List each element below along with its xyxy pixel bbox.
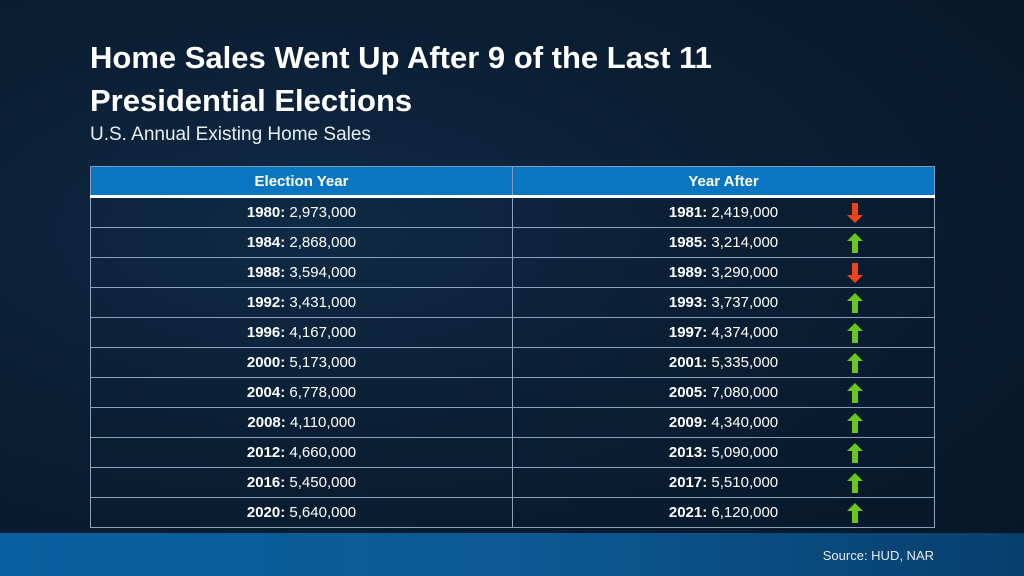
year-after-sales: 3,290,000 xyxy=(711,264,779,281)
year-after: 1981: xyxy=(668,204,708,221)
arrow-up-icon xyxy=(847,383,863,403)
arrow-down-icon xyxy=(847,263,863,283)
year-after-sales: 5,510,000 xyxy=(711,474,779,491)
table-row: 1992: 3,431,000 1993: 3,737,000 xyxy=(90,287,935,318)
year-after-cell: 1993: 3,737,000 xyxy=(512,287,935,318)
election-year-sales: 5,640,000 xyxy=(289,504,357,521)
year-after: 2001: xyxy=(668,354,708,371)
year-after-cell: 2005: 7,080,000 xyxy=(512,377,935,408)
year-after: 1985: xyxy=(668,234,708,251)
year-after: 2005: xyxy=(668,384,708,401)
election-year: 2016: xyxy=(246,474,286,491)
year-after-cell: 2001: 5,335,000 xyxy=(512,347,935,378)
election-year: 2020: xyxy=(246,504,286,521)
year-after-cell: 1997: 4,374,000 xyxy=(512,317,935,348)
election-year-cell: 1980: 2,973,000 xyxy=(90,196,513,228)
year-after-sales: 5,335,000 xyxy=(711,354,779,371)
header-election-year: Election Year xyxy=(90,166,513,198)
title-line-1: Home Sales Went Up After 9 of the Last 1… xyxy=(90,40,712,75)
election-year: 2000: xyxy=(246,354,286,371)
election-year: 1984: xyxy=(246,234,286,251)
year-after-sales: 4,340,000 xyxy=(711,414,779,431)
year-after: 2017: xyxy=(668,474,708,491)
election-year-cell: 1996: 4,167,000 xyxy=(90,317,513,348)
header-year-after: Year After xyxy=(512,166,935,198)
election-year: 1992: xyxy=(246,294,286,311)
election-year-cell: 2008: 4,110,000 xyxy=(90,407,513,438)
election-year-sales: 4,167,000 xyxy=(289,324,357,341)
table-row: 1980: 2,973,000 1981: 2,419,000 xyxy=(90,196,935,228)
election-year-cell: 2016: 5,450,000 xyxy=(90,467,513,498)
year-after-sales: 3,737,000 xyxy=(711,294,779,311)
year-after: 1989: xyxy=(668,264,708,281)
election-year-cell: 2004: 6,778,000 xyxy=(90,377,513,408)
year-after-cell: 2009: 4,340,000 xyxy=(512,407,935,438)
election-year: 1988: xyxy=(246,264,286,281)
election-year-cell: 1988: 3,594,000 xyxy=(90,257,513,288)
year-after-cell: 2013: 5,090,000 xyxy=(512,437,935,468)
election-year-sales: 6,778,000 xyxy=(289,384,357,401)
election-year: 2008: xyxy=(247,414,286,431)
election-year-sales: 4,660,000 xyxy=(289,444,357,461)
arrow-up-icon xyxy=(847,503,863,523)
page-title: Home Sales Went Up After 9 of the Last 1… xyxy=(90,36,890,122)
election-year-sales: 2,973,000 xyxy=(289,204,357,221)
source-note: Source: HUD, NAR xyxy=(822,548,934,563)
title-line-2: Presidential Elections xyxy=(90,83,413,118)
arrow-up-icon xyxy=(847,443,863,463)
election-year-cell: 2000: 5,173,000 xyxy=(90,347,513,378)
home-sales-table: Election Year Year After 1980: 2,973,000… xyxy=(90,166,935,528)
election-year: 1980: xyxy=(246,204,286,221)
year-after: 1993: xyxy=(668,294,708,311)
table-row: 2020: 5,640,000 2021: 6,120,000 xyxy=(90,497,935,528)
year-after-cell: 1989: 3,290,000 xyxy=(512,257,935,288)
subtitle: U.S. Annual Existing Home Sales xyxy=(90,124,371,145)
table-header-row: Election Year Year After xyxy=(90,166,935,198)
election-year-sales: 5,173,000 xyxy=(289,354,357,371)
year-after-cell: 1985: 3,214,000 xyxy=(512,227,935,258)
year-after: 1997: xyxy=(668,324,708,341)
election-year-cell: 2020: 5,640,000 xyxy=(90,497,513,528)
table-row: 2016: 5,450,000 2017: 5,510,000 xyxy=(90,467,935,498)
election-year-sales: 5,450,000 xyxy=(289,474,357,491)
year-after-sales: 6,120,000 xyxy=(711,504,779,521)
year-after: 2013: xyxy=(668,444,708,461)
election-year-cell: 2012: 4,660,000 xyxy=(90,437,513,468)
table-row: 2000: 5,173,000 2001: 5,335,000 xyxy=(90,347,935,378)
election-year: 2004: xyxy=(246,384,286,401)
table-row: 1984: 2,868,000 1985: 3,214,000 xyxy=(90,227,935,258)
year-after-sales: 3,214,000 xyxy=(711,234,779,251)
arrow-up-icon xyxy=(847,293,863,313)
table-row: 2004: 6,778,000 2005: 7,080,000 xyxy=(90,377,935,408)
election-year-cell: 1984: 2,868,000 xyxy=(90,227,513,258)
year-after-sales: 4,374,000 xyxy=(711,324,779,341)
election-year: 2012: xyxy=(246,444,286,461)
election-year-sales: 2,868,000 xyxy=(289,234,357,251)
election-year-sales: 3,431,000 xyxy=(289,294,357,311)
arrow-up-icon xyxy=(847,473,863,493)
arrow-up-icon xyxy=(847,413,863,433)
year-after-cell: 2017: 5,510,000 xyxy=(512,467,935,498)
table-row: 1988: 3,594,000 1989: 3,290,000 xyxy=(90,257,935,288)
year-after-cell: 1981: 2,419,000 xyxy=(512,196,935,228)
arrow-up-icon xyxy=(847,323,863,343)
arrow-down-icon xyxy=(847,203,863,223)
election-year: 1996: xyxy=(246,324,286,341)
year-after-sales: 5,090,000 xyxy=(711,444,779,461)
year-after-cell: 2021: 6,120,000 xyxy=(512,497,935,528)
year-after: 2009: xyxy=(668,414,708,431)
year-after-sales: 2,419,000 xyxy=(711,204,779,221)
footer-band xyxy=(0,533,1024,576)
table-row: 2012: 4,660,000 2013: 5,090,000 xyxy=(90,437,935,468)
arrow-up-icon xyxy=(847,233,863,253)
table-row: 2008: 4,110,000 2009: 4,340,000 xyxy=(90,407,935,438)
year-after: 2021: xyxy=(668,504,708,521)
year-after-sales: 7,080,000 xyxy=(711,384,779,401)
election-year-sales: 3,594,000 xyxy=(289,264,357,281)
arrow-up-icon xyxy=(847,353,863,373)
election-year-sales: 4,110,000 xyxy=(289,414,356,431)
election-year-cell: 1992: 3,431,000 xyxy=(90,287,513,318)
table-row: 1996: 4,167,000 1997: 4,374,000 xyxy=(90,317,935,348)
